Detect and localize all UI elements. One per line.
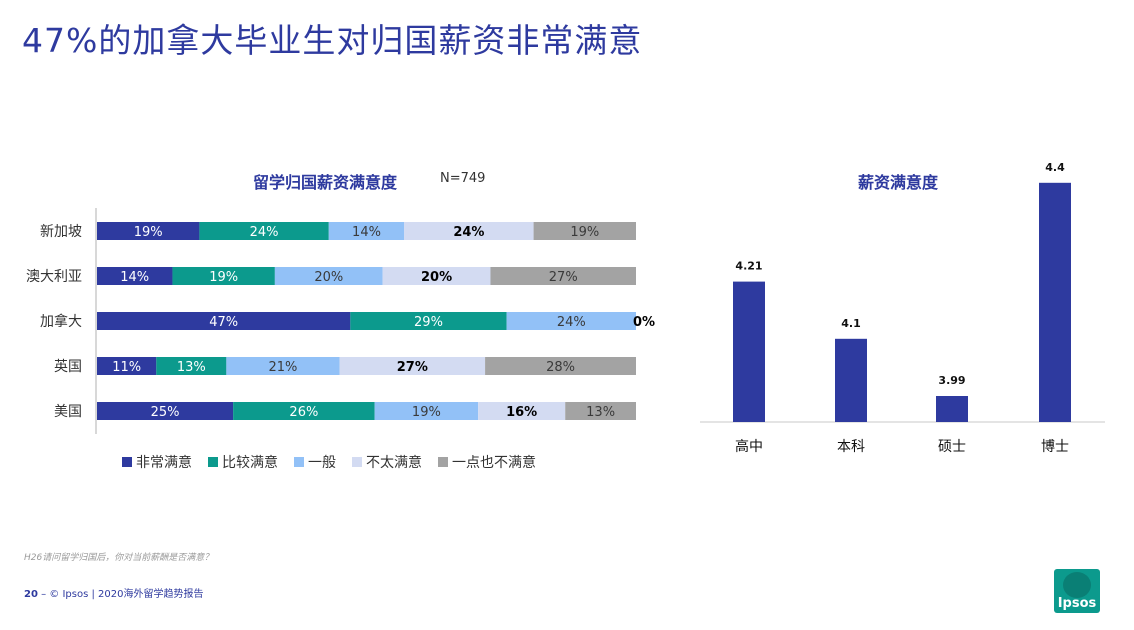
logo-text: Ipsos <box>1057 596 1097 611</box>
category-label: 英国 <box>54 358 82 375</box>
data-label: 29% <box>414 315 443 330</box>
legend-swatch <box>122 457 132 467</box>
legend-label: 一点也不满意 <box>452 455 536 471</box>
page-title: 47%的加拿大毕业生对归国薪资非常满意 <box>22 21 643 60</box>
data-label: 27% <box>397 360 428 375</box>
data-label: 24% <box>453 225 484 240</box>
bar-segment <box>485 357 636 375</box>
survey-question-footnote: H26请问留学归国后，你对当前薪酬是否满意？ <box>24 553 214 563</box>
data-label: 16% <box>506 405 537 420</box>
bar-segment <box>274 267 383 285</box>
bar-segment <box>404 222 534 240</box>
data-label: 11% <box>112 360 141 375</box>
bar-segment <box>382 267 491 285</box>
legend-item: 一般 <box>294 452 336 472</box>
data-label: 20% <box>421 270 452 285</box>
data-label: 13% <box>177 360 206 375</box>
data-label: 24% <box>557 315 586 330</box>
bar-segment <box>199 222 329 240</box>
bar-segment <box>172 267 275 285</box>
data-label: 14% <box>120 270 149 285</box>
data-label: 21% <box>269 360 298 375</box>
bar-segment <box>490 267 636 285</box>
bar-segment <box>328 222 405 240</box>
bar-segment <box>565 402 636 420</box>
legend-swatch <box>438 457 448 467</box>
bar-segment <box>97 267 173 285</box>
right-chart-title: 薪资满意度 <box>858 173 939 192</box>
bar-segment <box>339 357 486 375</box>
data-label: 28% <box>546 360 575 375</box>
data-label: 4.1 <box>841 317 861 330</box>
bar <box>733 281 765 422</box>
data-label: 24% <box>250 225 279 240</box>
legend-label: 一般 <box>308 455 336 471</box>
data-label: 19% <box>134 225 163 240</box>
category-label: 加拿大 <box>40 313 82 330</box>
bar-segment <box>374 402 479 420</box>
data-label: 27% <box>549 270 578 285</box>
data-label: 4.21 <box>735 260 762 273</box>
data-label: 14% <box>352 225 381 240</box>
bar <box>936 396 968 422</box>
bar-segment <box>533 222 636 240</box>
data-label: 3.99 <box>938 374 965 387</box>
category-label: 高中 <box>735 438 763 455</box>
data-label: 19% <box>570 225 599 240</box>
category-label: 硕士 <box>938 439 966 455</box>
category-label: 澳大利亚 <box>26 269 82 285</box>
category-label: 美国 <box>54 404 82 420</box>
legend-swatch <box>352 457 362 467</box>
legend-item: 一点也不满意 <box>438 452 536 472</box>
data-label: 13% <box>586 405 615 420</box>
legend-swatch <box>294 457 304 467</box>
legend-label: 不太满意 <box>366 455 422 471</box>
category-label: 新加坡 <box>40 224 82 240</box>
bar-segment <box>226 357 340 375</box>
data-label: 0% <box>633 315 655 330</box>
bar-segment <box>233 402 375 420</box>
bar-segment <box>97 357 157 375</box>
page-number: 20 <box>24 589 38 600</box>
bar-segment <box>156 357 227 375</box>
data-label: 25% <box>151 405 180 420</box>
left-chart-title: 留学归国薪资满意度 <box>253 173 398 192</box>
data-label: 20% <box>314 270 343 285</box>
bar <box>835 338 867 422</box>
data-label: 19% <box>209 270 238 285</box>
sample-size-label: N=749 <box>440 171 486 186</box>
legend-label: 比较满意 <box>222 455 278 471</box>
bar-segment <box>97 222 200 240</box>
category-label: 博士 <box>1041 438 1069 455</box>
bar-segment <box>97 312 351 330</box>
bar-segment <box>478 402 566 420</box>
footer-copyright: – © Ipsos | 2020海外留学趋势报告 <box>37 589 204 600</box>
data-label: 26% <box>289 405 318 420</box>
bar-segment <box>97 402 234 420</box>
logo-circle-icon <box>1063 572 1091 598</box>
bar-segment <box>350 312 507 330</box>
legend-item: 非常满意 <box>122 452 192 472</box>
data-label: 19% <box>412 405 441 420</box>
legend-item: 比较满意 <box>208 452 278 472</box>
data-label: 4.4 <box>1045 161 1065 174</box>
bar <box>1039 182 1071 422</box>
category-label: 本科 <box>837 439 865 455</box>
left-chart-legend: 非常满意 比较满意 一般 不太满意 一点也不满意 <box>122 452 536 472</box>
legend-item: 不太满意 <box>352 452 422 472</box>
legend-swatch <box>208 457 218 467</box>
page-footer: 20 – © Ipsos | 2020海外留学趋势报告 <box>24 585 203 600</box>
legend-label: 非常满意 <box>136 455 192 471</box>
data-label: 47% <box>209 315 238 330</box>
ipsos-logo: Ipsos <box>1054 569 1100 613</box>
bar-segment <box>506 312 636 330</box>
